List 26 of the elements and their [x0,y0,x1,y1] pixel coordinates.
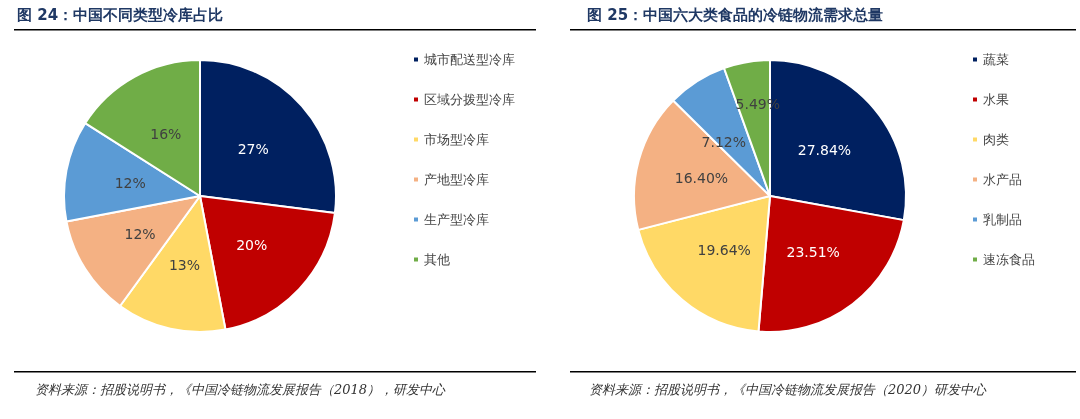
legend-label: 区域分拨型冷库 [424,92,515,107]
legend-label: 市场型冷库 [424,132,489,147]
data-label: 23.51% [786,244,840,261]
legend-label: 产地型冷库 [424,172,489,187]
data-label: 27.84% [797,142,852,159]
data-label: 13% [168,257,201,274]
data-label: 16% [150,125,182,142]
legend-label: 其他 [424,252,450,267]
legend-label: 水果 [983,92,1009,107]
legend-label: 蔬菜 [983,52,1009,67]
legend-label: 乳制品 [983,212,1022,227]
legend-label: 速冻食品 [983,252,1035,267]
legend-label: 肉类 [983,132,1009,147]
data-label: 19.64% [697,242,751,259]
text: 资料来源：招股说明书，《中国冷链物流发展报告（2020）研发中心 [589,381,988,397]
data-label: 12% [124,226,156,243]
data-label: 27% [237,141,269,158]
legend-label: 城市配送型冷库 [423,52,515,67]
chart-title: 图 25：中国六大类食品的冷链物流需求总量 [587,5,884,24]
legend-label: 水产品 [983,172,1022,187]
legend-label: 生产型冷库 [424,212,489,227]
data-label: 16.40% [674,169,729,186]
chart-title: 图 24：中国不同类型冷库占比 [17,5,224,24]
text: 资料来源：招股说明书，《中国冷链物流发展报告（2018），研发中心 [35,381,447,397]
data-label: 20% [236,236,268,253]
data-label: 12% [114,174,146,191]
